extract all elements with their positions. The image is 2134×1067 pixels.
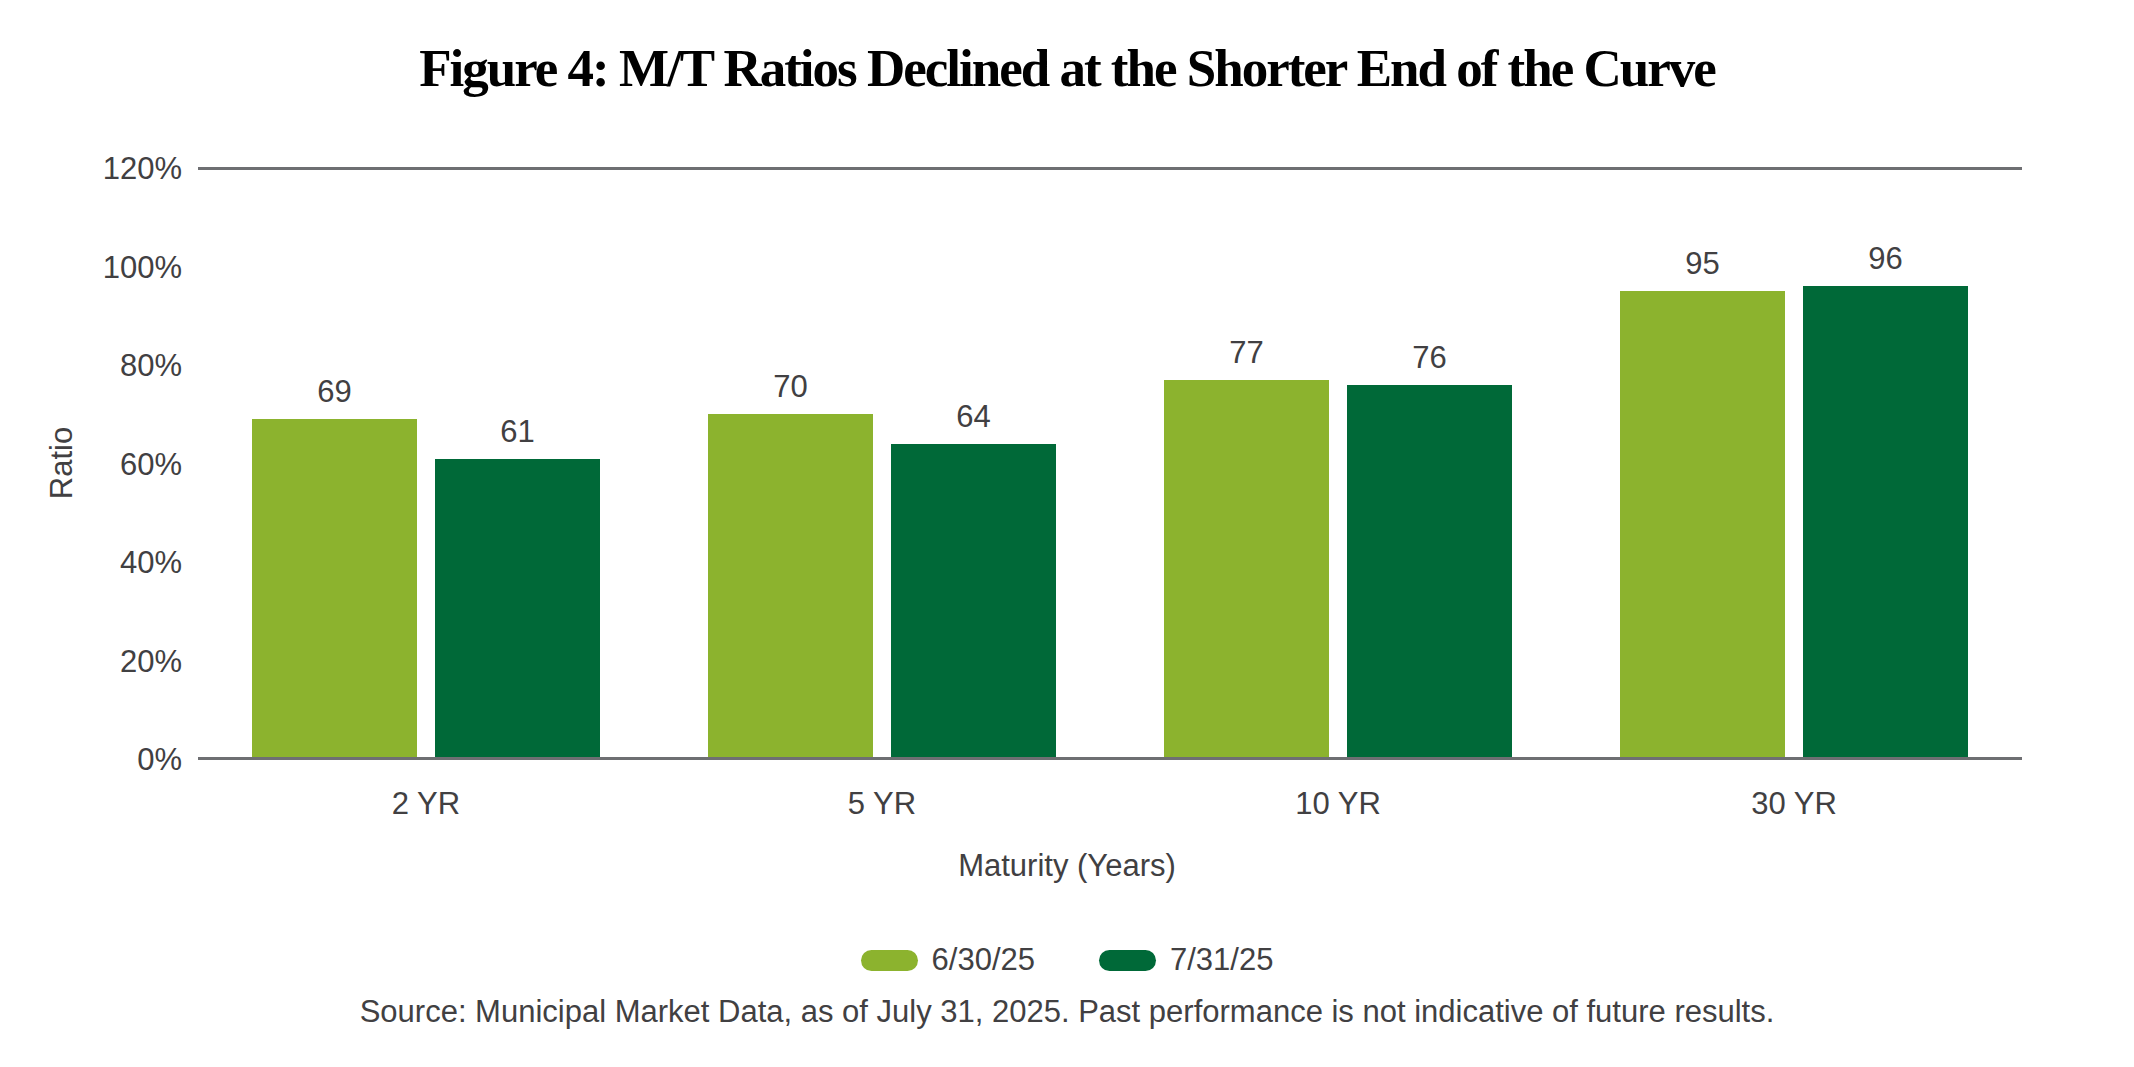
chart-title: Figure 4: M/T Ratios Declined at the Sho… (0, 38, 2134, 98)
y-tick-label: 100% (103, 251, 182, 282)
legend-label: 6/30/25 (932, 942, 1035, 978)
bar: 76 (1347, 385, 1512, 759)
bar: 70 (708, 414, 873, 759)
bar-group: 7064 (654, 168, 1110, 759)
y-axis: 0%20%40%60%80%100%120% (0, 168, 182, 759)
bar-value-label: 61 (435, 415, 600, 449)
y-tick-label: 80% (120, 350, 182, 381)
x-tick-label: 30 YR (1566, 786, 2022, 822)
bar-value-label: 70 (708, 370, 873, 404)
x-tick-label: 2 YR (198, 786, 654, 822)
bar-value-label: 96 (1803, 242, 1968, 276)
y-tick-label: 40% (120, 547, 182, 578)
bar-group: 7776 (1110, 168, 1566, 759)
bar-value-label: 95 (1620, 247, 1785, 281)
bar: 96 (1803, 286, 1968, 759)
bar-value-label: 77 (1164, 336, 1329, 370)
legend-label: 7/31/25 (1170, 942, 1273, 978)
bar-value-label: 69 (252, 375, 417, 409)
source-note: Source: Municipal Market Data, as of Jul… (0, 994, 2134, 1030)
x-tick-labels: 2 YR5 YR10 YR30 YR (198, 786, 2022, 822)
y-tick-label: 60% (120, 448, 182, 479)
y-tick-label: 0% (137, 744, 182, 775)
bar-group: 6961 (198, 168, 654, 759)
x-tick-label: 10 YR (1110, 786, 1566, 822)
x-axis-line (198, 757, 2022, 760)
legend-swatch (1099, 950, 1156, 971)
bar-value-label: 64 (891, 400, 1056, 434)
legend-swatch (861, 950, 918, 971)
y-tick-label: 120% (103, 153, 182, 184)
plot-area: 6961706477769596 (198, 168, 2022, 759)
legend-item: 6/30/25 (861, 942, 1035, 978)
x-tick-label: 5 YR (654, 786, 1110, 822)
bar-value-label: 76 (1347, 341, 1512, 375)
bar-group: 9596 (1566, 168, 2022, 759)
bar: 64 (891, 444, 1056, 759)
legend: 6/30/25 7/31/25 (0, 942, 2134, 978)
y-tick-label: 20% (120, 645, 182, 676)
bar-groups: 6961706477769596 (198, 168, 2022, 759)
figure-4-bar-chart: Figure 4: M/T Ratios Declined at the Sho… (0, 0, 2134, 1067)
legend-item: 7/31/25 (1099, 942, 1273, 978)
x-axis-title: Maturity (Years) (0, 848, 2134, 884)
bar: 95 (1620, 291, 1785, 759)
bar: 61 (435, 459, 600, 759)
bar: 77 (1164, 380, 1329, 759)
bar: 69 (252, 419, 417, 759)
